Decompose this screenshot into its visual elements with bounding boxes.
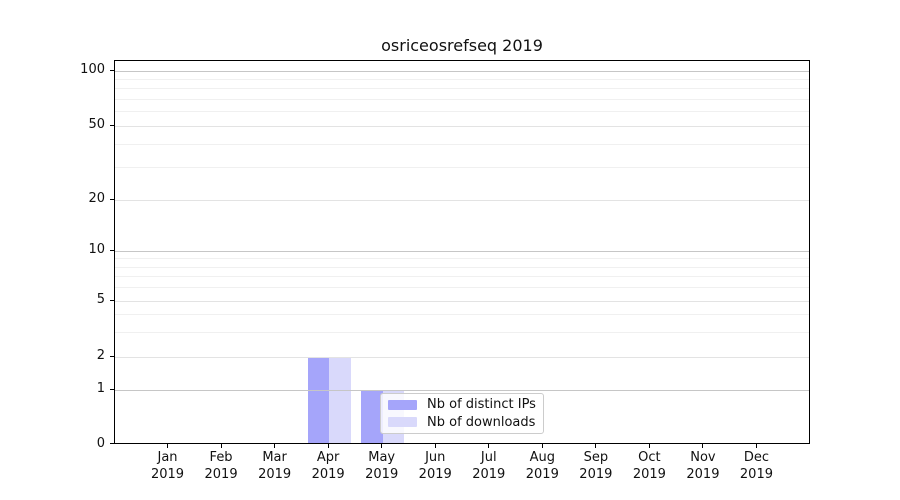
x-tick-mark-5 <box>434 444 436 448</box>
x-tick-year: 2019 <box>739 466 773 482</box>
x-tick-year: 2019 <box>150 466 185 482</box>
x-tick-month: May <box>368 450 396 465</box>
downloads-swatch-icon <box>388 417 417 428</box>
y-tick-mark-2 <box>110 355 114 357</box>
y-tick-label-20: 20 <box>88 191 105 206</box>
x-tick-month: Jul <box>480 450 497 465</box>
gridline-y-70 <box>115 98 809 100</box>
x-tick-label-2: Mar 2019 <box>243 450 307 483</box>
distinct-ips-swatch-icon <box>388 399 417 410</box>
x-tick-month: Dec <box>743 450 770 465</box>
x-tick-year: 2019 <box>204 466 238 482</box>
y-tick-mark-0 <box>110 443 114 444</box>
gridline-y-100 <box>115 70 809 72</box>
gridline-y-8 <box>115 266 809 268</box>
legend-entry-distinct-ips: Nb of distinct IPs <box>381 396 543 413</box>
gridline-y-90 <box>115 78 809 80</box>
x-tick-year: 2019 <box>686 466 720 482</box>
x-tick-mark-3 <box>327 444 329 448</box>
x-tick-year: 2019 <box>579 466 613 482</box>
gridline-y-20 <box>115 199 809 201</box>
x-tick-label-1: Feb 2019 <box>189 450 253 483</box>
x-tick-mark-9 <box>648 444 650 448</box>
gridline-y-60 <box>115 111 809 113</box>
y-tick-label-100: 100 <box>80 62 105 77</box>
x-tick-month: Jan <box>157 450 178 465</box>
gridline-y-3 <box>115 331 809 333</box>
x-tick-label-3: Apr 2019 <box>296 450 360 483</box>
y-tick-label-10: 10 <box>88 242 105 257</box>
x-tick-label-4: May 2019 <box>350 450 414 483</box>
x-tick-month: Oct <box>638 450 661 465</box>
x-tick-label-0: Jan 2019 <box>136 450 200 483</box>
y-tick-label-5: 5 <box>96 292 105 307</box>
x-tick-mark-4 <box>381 444 383 448</box>
x-tick-mark-2 <box>274 444 276 448</box>
x-tick-month: Nov <box>690 450 716 465</box>
y-tick-mark-5 <box>110 299 114 301</box>
x-tick-year: 2019 <box>632 466 666 482</box>
x-tick-month: Apr <box>316 450 340 465</box>
x-tick-year: 2019 <box>418 466 452 482</box>
plot-area <box>114 60 810 444</box>
x-tick-mark-6 <box>488 444 490 448</box>
x-tick-mark-8 <box>595 444 597 448</box>
y-tick-label-2: 2 <box>96 348 105 363</box>
bar-ips-may <box>361 389 383 443</box>
x-tick-label-6: Jul 2019 <box>457 450 521 483</box>
chart-title: osriceosrefseq 2019 <box>381 36 543 55</box>
gridline-y-80 <box>115 88 809 90</box>
x-tick-label-11: Dec 2019 <box>724 450 788 483</box>
legend: Nb of distinct IPs Nb of downloads <box>380 393 544 434</box>
legend-label: Nb of downloads <box>427 414 536 430</box>
y-tick-label-50: 50 <box>88 117 105 132</box>
bar-downloads-apr <box>329 356 351 443</box>
y-tick-label-1: 1 <box>96 381 105 396</box>
gridline-y-6 <box>115 287 809 289</box>
gridline-y-30 <box>115 166 809 168</box>
gridline-y-7 <box>115 276 809 278</box>
gridline-y-40 <box>115 143 809 145</box>
gridline-y-5 <box>115 300 809 302</box>
x-tick-label-8: Sep 2019 <box>564 450 628 483</box>
gridline-y-50 <box>115 125 809 127</box>
x-tick-month: Jun <box>425 450 446 465</box>
x-tick-year: 2019 <box>525 466 559 482</box>
y-tick-mark-50 <box>110 124 114 126</box>
y-tick-label-0: 0 <box>96 435 105 451</box>
x-tick-mark-1 <box>220 444 222 448</box>
gridline-y-1 <box>115 389 809 391</box>
x-tick-label-5: Jun 2019 <box>403 450 467 483</box>
y-tick-mark-100 <box>110 69 114 71</box>
x-tick-label-10: Nov 2019 <box>671 450 735 483</box>
legend-label: Nb of distinct IPs <box>427 397 536 413</box>
x-tick-month: Aug <box>529 450 555 465</box>
x-tick-year: 2019 <box>258 466 292 482</box>
gridline-y-2 <box>115 356 809 358</box>
x-tick-mark-7 <box>541 444 543 448</box>
x-tick-label-9: Oct 2019 <box>617 450 681 483</box>
x-tick-label-7: Aug 2019 <box>510 450 574 483</box>
legend-entry-downloads: Nb of downloads <box>381 414 543 431</box>
y-tick-mark-20 <box>110 198 114 200</box>
x-tick-year: 2019 <box>472 466 506 482</box>
gridline-y-9 <box>115 258 809 260</box>
x-tick-year: 2019 <box>365 466 399 482</box>
x-tick-month: Mar <box>262 450 287 465</box>
bar-ips-apr <box>307 356 330 443</box>
x-tick-month: Feb <box>209 450 233 465</box>
gridline-y-4 <box>115 314 809 316</box>
gridline-y-10 <box>115 250 809 252</box>
x-tick-mark-10 <box>702 444 704 448</box>
x-tick-mark-0 <box>167 444 169 448</box>
y-tick-mark-1 <box>110 388 114 390</box>
x-tick-month: Sep <box>583 450 609 465</box>
x-tick-year: 2019 <box>311 466 345 482</box>
y-tick-mark-10 <box>110 249 114 251</box>
x-tick-mark-11 <box>755 444 757 448</box>
